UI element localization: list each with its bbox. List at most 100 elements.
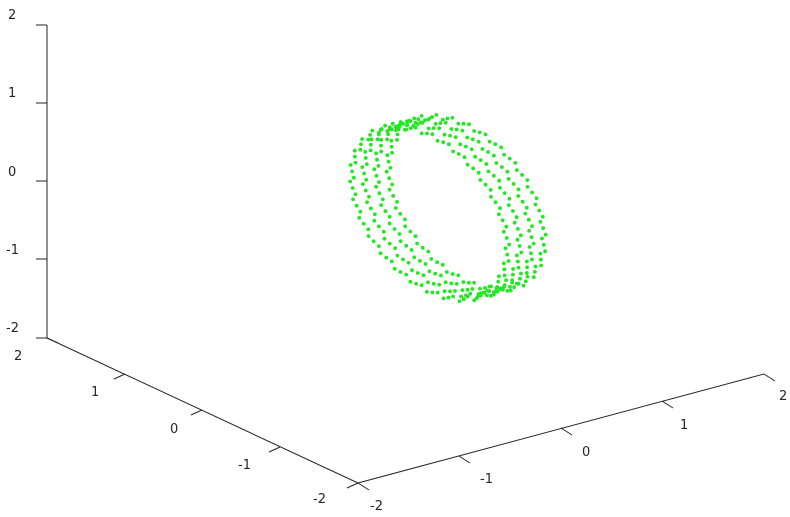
data-point [517, 244, 522, 248]
data-point [512, 220, 517, 225]
data-point [520, 199, 525, 204]
data-point [372, 218, 377, 223]
data-point [353, 154, 357, 159]
data-point [357, 216, 362, 220]
data-point [370, 128, 375, 133]
x-tick-label: 0 [582, 445, 590, 460]
data-point [361, 221, 366, 226]
data-point [387, 221, 392, 226]
data-point [363, 188, 368, 193]
data-point [461, 280, 466, 284]
data-point [538, 251, 543, 256]
data-point [381, 229, 386, 234]
data-point [539, 263, 543, 268]
data-point [379, 149, 384, 154]
data-point [525, 259, 529, 264]
data-point [383, 209, 388, 214]
data-point [506, 259, 511, 263]
data-point [501, 261, 506, 266]
data-point [430, 132, 435, 137]
data-point [389, 144, 394, 149]
data-point [472, 280, 476, 285]
data-point [472, 298, 477, 303]
data-point [353, 192, 358, 197]
data-point [443, 120, 448, 125]
data-point [458, 142, 463, 147]
data-point [354, 203, 359, 208]
data-point [359, 142, 363, 147]
y-tick-mark [346, 482, 359, 489]
data-point [451, 149, 455, 154]
x-tick-mark [458, 455, 471, 464]
data-point [526, 217, 531, 222]
x-tick-label: -2 [370, 499, 383, 514]
data-point [524, 205, 529, 210]
data-point [502, 191, 507, 196]
data-point [446, 295, 451, 300]
data-point [540, 214, 545, 219]
data-point [496, 279, 501, 284]
data-point [492, 173, 496, 178]
data-point [520, 173, 524, 177]
data-point [477, 130, 482, 135]
data-point [429, 257, 434, 261]
data-point [494, 286, 499, 291]
data-point [396, 124, 400, 128]
data-point [348, 163, 353, 167]
data-point [377, 244, 381, 249]
data-point [410, 268, 414, 273]
data-point [408, 279, 413, 284]
data-point [435, 138, 440, 143]
data-point [418, 120, 423, 125]
data-point [415, 241, 419, 246]
data-point [409, 126, 413, 131]
data-point [533, 264, 538, 269]
data-point [391, 194, 395, 198]
y-tick-label: -2 [313, 492, 326, 507]
data-point [470, 137, 475, 142]
data-point [500, 218, 505, 223]
data-point [494, 289, 498, 294]
data-point [537, 208, 542, 213]
data-point [500, 165, 504, 170]
data-point [412, 255, 417, 260]
data-point [510, 280, 514, 285]
data-point [353, 160, 358, 165]
data-point [460, 128, 465, 133]
data-point [421, 273, 426, 278]
data-point [530, 190, 534, 195]
data-point [486, 150, 490, 154]
data-point [449, 127, 454, 131]
data-point [430, 290, 435, 295]
data-point [390, 182, 394, 187]
y-tick-label: 1 [91, 385, 99, 400]
axes: 2 1 0 -1 -2 2 1 0 -1 -2 -2 -1 0 1 2 [6, 8, 787, 514]
data-point [376, 164, 381, 168]
data-point [416, 117, 421, 122]
data-point [435, 260, 439, 265]
data-point [541, 242, 546, 247]
data-point [540, 236, 544, 241]
data-point [454, 282, 459, 286]
data-point [530, 257, 534, 262]
data-point [412, 116, 417, 121]
data-point [453, 289, 457, 293]
data-point [521, 283, 526, 288]
data-point [427, 269, 432, 274]
data-point [541, 226, 546, 231]
data-point [367, 194, 371, 199]
data-point [523, 211, 528, 216]
data-point [502, 152, 506, 157]
data-point [483, 132, 488, 137]
y-tick-label: -1 [238, 458, 251, 473]
data-point [454, 127, 459, 132]
data-point [415, 271, 420, 275]
data-point [456, 152, 461, 156]
data-point [363, 156, 368, 160]
data-point [465, 287, 470, 292]
data-point [515, 168, 519, 173]
data-point [481, 290, 486, 295]
x-tick-mark [560, 427, 573, 436]
data-point [426, 126, 431, 131]
data-point [511, 182, 516, 186]
